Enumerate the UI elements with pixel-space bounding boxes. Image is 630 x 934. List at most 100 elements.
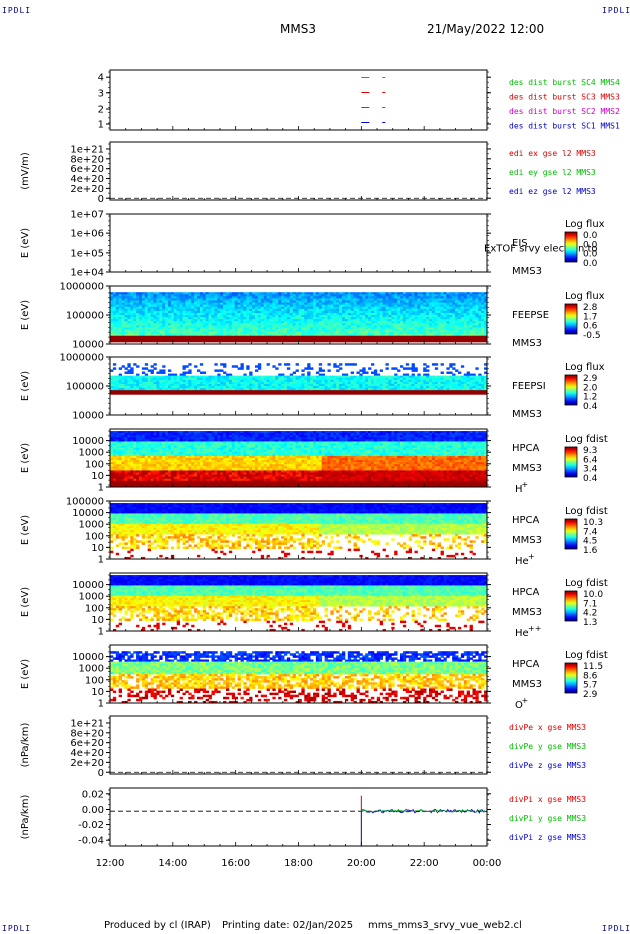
- spectrogram-cell: [223, 339, 227, 343]
- spectrogram-cell: [127, 302, 131, 306]
- spectrogram-cell: [315, 337, 320, 341]
- spectrogram-cell: [373, 331, 378, 335]
- spectrogram-cell: [115, 304, 120, 308]
- spectrogram-cell: [246, 337, 250, 341]
- spectrogram-cell: [449, 339, 453, 343]
- spectrogram-cell: [234, 325, 238, 328]
- spectrogram-cell: [188, 292, 192, 295]
- spectrogram-cell: [342, 333, 346, 337]
- spectrogram-cell: [199, 312, 204, 316]
- spectrogram-cell: [194, 298, 198, 301]
- spectrogram-cell: [228, 317, 233, 320]
- spectrogram-cell: [176, 331, 180, 335]
- spectrogram-cell: [127, 317, 131, 320]
- spectrogram-cell: [130, 315, 134, 318]
- spectrogram-cell: [173, 317, 178, 320]
- spectrogram-cell: [173, 300, 178, 303]
- spectrogram-cell: [388, 315, 392, 318]
- colorbar-tick-label: 0.0: [583, 231, 598, 241]
- spectrogram-cell: [199, 300, 204, 303]
- spectrogram-cell: [234, 294, 238, 297]
- spectrogram-cell: [263, 333, 267, 337]
- spectrogram-cell: [217, 304, 221, 308]
- spectrogram-cell: [342, 304, 346, 308]
- spectrogram-cell: [269, 333, 273, 337]
- spectrogram-cell: [301, 296, 305, 299]
- spectrogram-cell: [385, 298, 389, 301]
- spectrogram-cell: [397, 306, 401, 310]
- spectrogram-cell: [257, 308, 262, 312]
- spectrogram-cell: [228, 319, 233, 322]
- spectrogram-cell: [243, 294, 247, 297]
- spectrogram-cell: [185, 333, 189, 337]
- spectrogram-cell: [359, 325, 363, 328]
- spectrogram-cell: [112, 367, 117, 370]
- spectrogram-cell: [165, 319, 169, 322]
- spectrogram-cell: [353, 306, 357, 310]
- spectrogram-cell: [127, 339, 131, 343]
- spectrogram-cell: [237, 333, 241, 337]
- spectrogram-cell: [220, 294, 224, 297]
- spectrogram-cell: [194, 331, 198, 335]
- spectrogram-cell: [220, 315, 224, 318]
- spectrogram-cell: [286, 292, 291, 295]
- spectrogram-cell: [243, 319, 247, 322]
- spectrogram-cell: [179, 298, 183, 301]
- spectrogram-cell: [333, 315, 337, 318]
- spectrogram-cell: [368, 392, 372, 395]
- spectrogram-cell: [170, 329, 175, 332]
- spectrogram-cell: [139, 302, 143, 306]
- spectrogram-cell: [284, 325, 288, 328]
- spectrogram-cell: [295, 312, 299, 316]
- spectrogram-cell: [376, 312, 381, 316]
- spectrogram-cell: [324, 392, 328, 395]
- spectrogram-cell: [231, 329, 236, 332]
- spectrogram-cell: [121, 300, 125, 303]
- spacecraft-label: MMS3: [512, 266, 542, 277]
- spectrogram-cell: [342, 335, 346, 339]
- spectrogram-cell: [124, 300, 128, 303]
- spectrogram-cell: [263, 392, 267, 395]
- spectrogram-cell: [342, 302, 346, 306]
- spectrogram-cell: [234, 339, 238, 343]
- spectrogram-cell: [278, 339, 282, 343]
- header-datetime: 21/May/2022 12:00: [427, 22, 545, 36]
- spectrogram-cell: [275, 327, 279, 330]
- spectrogram-cell: [124, 302, 128, 306]
- spectrogram-cell: [402, 298, 407, 301]
- spectrogram-cell: [397, 315, 401, 318]
- spectrogram-cell: [121, 294, 125, 297]
- spectrogram-cell: [121, 392, 125, 395]
- spectrogram-cell: [115, 392, 120, 395]
- spectrogram-cell: [321, 294, 325, 297]
- spectrogram-cell: [197, 369, 201, 372]
- spectrogram-cell: [400, 331, 404, 335]
- spectrogram-cell: [139, 335, 143, 339]
- spectrogram-cell: [199, 339, 204, 343]
- spectrogram-cell: [176, 329, 180, 332]
- spectrogram-cell: [286, 339, 291, 343]
- spectrogram-cell: [170, 331, 175, 335]
- spectrogram-cell: [371, 315, 375, 318]
- spectrogram-cell: [153, 304, 157, 308]
- spectrogram-cell: [127, 319, 131, 322]
- spectrogram-cell: [156, 306, 160, 310]
- spectrogram-cell: [199, 325, 204, 328]
- spectrogram-cell: [263, 310, 267, 314]
- spectrogram-cell: [176, 392, 180, 395]
- spectrogram-cell: [211, 292, 215, 295]
- spectrogram-cell: [281, 317, 285, 320]
- spectrogram-cell: [321, 337, 325, 341]
- spectrogram-cell: [388, 333, 392, 337]
- y-tick-label: 1: [98, 120, 104, 131]
- spectrogram-cell: [452, 339, 456, 343]
- spectrogram-cell: [266, 392, 270, 395]
- spectrogram-cell: [333, 331, 337, 335]
- spectrogram-cell: [307, 333, 311, 337]
- spectrogram-cell: [226, 306, 230, 310]
- spectrogram-cell: [278, 321, 282, 324]
- spectrogram-cell: [336, 339, 340, 343]
- spectrogram-cell: [255, 323, 259, 326]
- spectrogram-cell: [170, 319, 175, 322]
- spectrogram-cell: [139, 319, 143, 322]
